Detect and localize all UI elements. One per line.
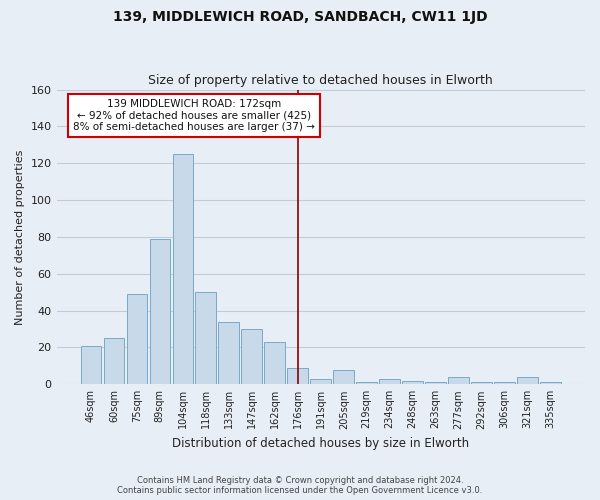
Bar — [287, 368, 308, 384]
Bar — [472, 382, 492, 384]
Bar — [80, 346, 101, 385]
Title: Size of property relative to detached houses in Elworth: Size of property relative to detached ho… — [148, 74, 493, 87]
Y-axis label: Number of detached properties: Number of detached properties — [15, 149, 25, 324]
Bar — [127, 294, 147, 384]
Bar — [425, 382, 446, 384]
Bar — [241, 329, 262, 384]
Bar — [356, 382, 377, 384]
X-axis label: Distribution of detached houses by size in Elworth: Distribution of detached houses by size … — [172, 437, 469, 450]
Bar — [310, 379, 331, 384]
Bar — [265, 342, 285, 384]
Bar — [448, 377, 469, 384]
Bar — [494, 382, 515, 384]
Bar — [403, 380, 423, 384]
Bar — [173, 154, 193, 384]
Bar — [218, 322, 239, 384]
Text: Contains HM Land Registry data © Crown copyright and database right 2024.
Contai: Contains HM Land Registry data © Crown c… — [118, 476, 482, 495]
Bar — [379, 379, 400, 384]
Text: 139 MIDDLEWICH ROAD: 172sqm
← 92% of detached houses are smaller (425)
8% of sem: 139 MIDDLEWICH ROAD: 172sqm ← 92% of det… — [73, 99, 315, 132]
Bar — [104, 338, 124, 384]
Text: 139, MIDDLEWICH ROAD, SANDBACH, CW11 1JD: 139, MIDDLEWICH ROAD, SANDBACH, CW11 1JD — [113, 10, 487, 24]
Bar — [149, 239, 170, 384]
Bar — [517, 377, 538, 384]
Bar — [540, 382, 561, 384]
Bar — [334, 370, 354, 384]
Bar — [196, 292, 216, 384]
